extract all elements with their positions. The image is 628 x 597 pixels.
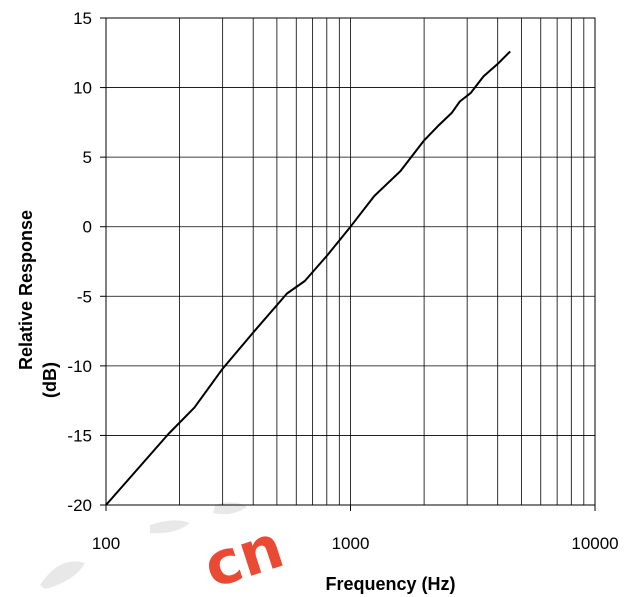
series-group [105,50,511,506]
y-tick-label: 15 [73,9,92,28]
x-tick-label: 1000 [332,534,370,553]
y-axis: -20 -15 -10 -5 0 5 10 15 [67,9,106,515]
y-tick-label: 10 [73,79,92,98]
x-tick-label: 100 [92,534,120,553]
watermark: cn [40,502,292,597]
y-tick-label: -10 [67,357,92,376]
x-tick-label: 10000 [571,534,618,553]
y-tick-label: 0 [83,218,92,237]
watermark-text: cn [196,512,292,597]
watermark-stamp [40,502,247,589]
x-axis-title: Frequency (Hz) [325,574,455,594]
x-axis: 100 1000 10000 [92,505,619,553]
grid [105,17,596,506]
y-tick-label: 5 [83,148,92,167]
series-line [105,50,511,506]
y-axis-title-line-2: (dB) [40,362,60,398]
y-tick-label: -15 [67,426,92,445]
y-axis-title-line-1: Relative Response [16,210,36,370]
y-tick-label: -5 [77,287,92,306]
y-tick-label: -20 [67,496,92,515]
